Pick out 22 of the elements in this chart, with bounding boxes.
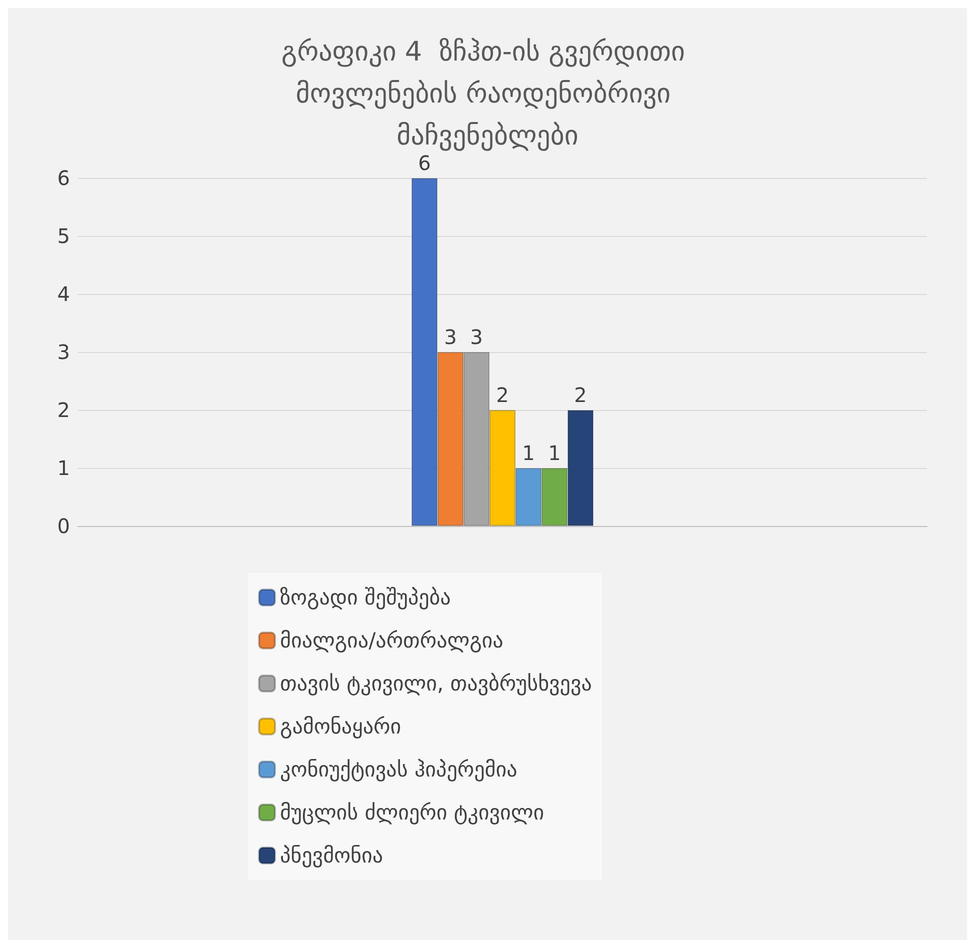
data-label: 3	[444, 325, 457, 349]
data-label: 2	[496, 383, 509, 407]
data-label: 2	[574, 383, 587, 407]
legend-label: თავის ტკივილი, თავბრუსხვევა	[280, 672, 592, 696]
legend-label: მუცლის ძლიერი ტკივილი	[280, 800, 544, 824]
data-label: 1	[522, 441, 535, 465]
chart-title: გრაფიკი 4 ზჩჰთ-ის გვერდითი მოვლენების რაოდენობრივი მაჩვენებლები	[281, 36, 694, 152]
legend-label: მიალგია/ართრალგია	[280, 628, 504, 652]
data-label: 3	[470, 325, 483, 349]
y-tick-label: 0	[57, 514, 70, 538]
y-tick-label: 1	[57, 456, 70, 480]
data-label: 6	[418, 151, 431, 175]
y-tick-label: 5	[57, 224, 70, 248]
legend-label: ზოგადი შეშუპება	[280, 586, 451, 610]
y-tick-label: 4	[57, 282, 70, 306]
y-tick-label: 2	[57, 398, 70, 422]
legend-label: კონიუქტივას ჰიპერემია	[280, 758, 518, 782]
data-label: 1	[548, 441, 561, 465]
legend-label: გამონაყარი	[280, 714, 402, 738]
y-tick-label: 3	[57, 340, 70, 364]
legend-label: პნევმონია	[280, 844, 384, 868]
y-tick-label: 6	[57, 166, 70, 190]
